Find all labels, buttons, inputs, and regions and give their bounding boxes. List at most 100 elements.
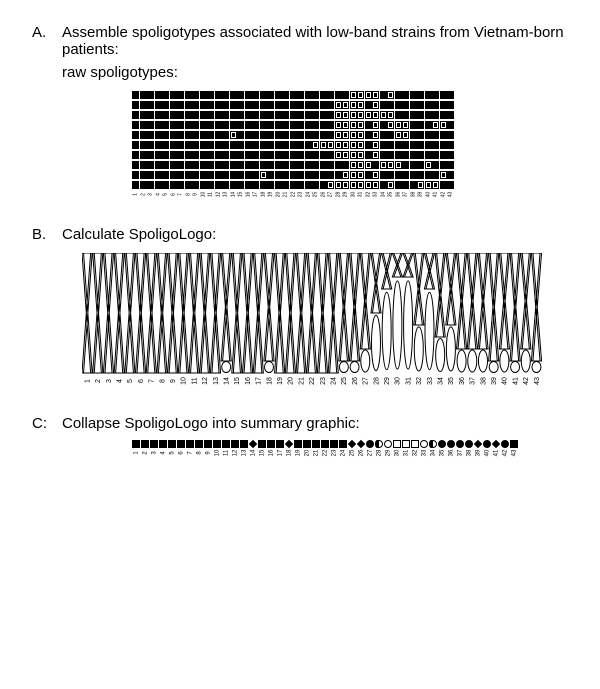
- spoligotype-cell: [372, 171, 379, 179]
- axis-tick-label: 9: [206, 449, 212, 458]
- spoligotype-cell: [290, 141, 297, 149]
- axis-tick-label: 6: [138, 379, 145, 383]
- axis-tick-label: 32: [416, 377, 423, 385]
- axis-tick-label: 37: [470, 377, 477, 385]
- spoligotype-cell: [290, 101, 297, 109]
- spoligotype-cell: [395, 101, 402, 109]
- spoligotype-cell: [350, 181, 357, 189]
- spoligotype-cell: [215, 101, 222, 109]
- logo-x-glyph: [435, 253, 445, 337]
- axis-tick-label: 18: [266, 377, 273, 385]
- spoligotype-cell: [282, 131, 289, 139]
- spoligotype-cell: [200, 111, 207, 119]
- spoligotype-cell: [335, 111, 342, 119]
- spoligotype-cell: [155, 161, 162, 169]
- spoligotype-cell: [170, 141, 177, 149]
- spoligotype-cell: [312, 171, 319, 179]
- axis-tick-label: 42: [440, 191, 447, 199]
- spoligotype-cell: [192, 151, 199, 159]
- spoligotype-cell: [132, 161, 139, 169]
- summary-symbol-fcirc: [447, 440, 455, 448]
- spoligotype-cell: [275, 181, 282, 189]
- spoligotype-cell: [267, 111, 274, 119]
- spoligotype-cell: [267, 121, 274, 129]
- spoligotype-cell: [275, 121, 282, 129]
- axis-tick-label: 33: [422, 449, 428, 458]
- axis-tick-label: 8: [197, 449, 203, 458]
- spoligotype-cell: [402, 151, 409, 159]
- spoligotype-cell: [207, 131, 214, 139]
- logo-x-glyph: [328, 253, 338, 373]
- spoligotype-cell: [425, 161, 432, 169]
- spoligotype-cell: [447, 121, 454, 129]
- logo-o-glyph: [404, 281, 413, 369]
- spoligotype-cell: [245, 131, 252, 139]
- spoligotype-cell: [312, 101, 319, 109]
- axis-tick-label: 40: [425, 191, 432, 199]
- axis-tick-label: 25: [312, 191, 319, 199]
- axis-tick-label: 23: [332, 449, 338, 458]
- spoligotype-cell: [335, 91, 342, 99]
- summary-symbol-fsq: [231, 440, 239, 448]
- spoligotype-cell: [305, 161, 312, 169]
- spoligotype-cell: [380, 91, 387, 99]
- spoligotype-cell: [215, 151, 222, 159]
- spoligotype-cell: [312, 161, 319, 169]
- spoligotype-cell: [140, 121, 147, 129]
- spoligotype-cell: [365, 131, 372, 139]
- summary-symbol-half: [429, 440, 437, 448]
- spoligotype-cell: [447, 131, 454, 139]
- logo-x-glyph: [253, 253, 263, 373]
- spoligotype-cell: [410, 151, 417, 159]
- summary-symbol-fsq: [141, 440, 149, 448]
- spoligotype-cell: [282, 151, 289, 159]
- spoligotype-cell: [312, 181, 319, 189]
- logo-x-glyph: [232, 253, 242, 373]
- spoligotype-cell: [245, 121, 252, 129]
- spoligotype-cell: [275, 151, 282, 159]
- axis-tick-label: 11: [191, 377, 198, 384]
- spoligotype-cell: [297, 131, 304, 139]
- axis-tick-label: 24: [341, 449, 347, 458]
- summary-symbol-fsq: [159, 440, 167, 448]
- spoligotype-cell: [185, 131, 192, 139]
- spoligotype-cell: [320, 101, 327, 109]
- spoligotype-cell: [252, 161, 259, 169]
- spoligotype-cell: [140, 111, 147, 119]
- spoligotype-cell: [185, 91, 192, 99]
- axis-tick-label: 15: [260, 449, 266, 458]
- spoligotype-cell: [357, 101, 364, 109]
- axis-tick-label: 33: [372, 191, 379, 199]
- spoligotype-axis-labels: 1234567891011121314151617181920212223242…: [132, 191, 568, 198]
- axis-tick-label: 8: [185, 191, 192, 199]
- spoligotype-cell: [237, 181, 244, 189]
- spoligotype-cell: [192, 131, 199, 139]
- spoligotype-cell: [162, 161, 169, 169]
- axis-tick-label: 13: [222, 191, 229, 199]
- spoligotype-cell: [170, 101, 177, 109]
- logo-x-glyph: [307, 253, 317, 373]
- summary-symbol-diamond: [285, 440, 293, 448]
- spoligotype-cell: [335, 161, 342, 169]
- spoligotype-cell: [297, 91, 304, 99]
- spoligotype-cell: [267, 131, 274, 139]
- summary-axis-labels: 1234567891011121314151617181920212223242…: [132, 450, 568, 456]
- spoligotype-cell: [252, 91, 259, 99]
- spoligotype-cell: [162, 111, 169, 119]
- logo-x-glyph: [103, 253, 113, 373]
- spoligotype-cell: [320, 141, 327, 149]
- spoligotype-cell: [305, 141, 312, 149]
- spoligologo-svg: 1234567891011121314151617181920212223242…: [82, 253, 542, 387]
- spoligotype-cell: [380, 111, 387, 119]
- spoligotype-cell: [252, 151, 259, 159]
- spoligotype-cell: [365, 101, 372, 109]
- axis-tick-label: 42: [523, 377, 530, 385]
- spoligotype-cell: [222, 91, 229, 99]
- axis-tick-label: 27: [327, 191, 334, 199]
- spoligotype-cell: [297, 171, 304, 179]
- spoligotype-cell: [177, 111, 184, 119]
- axis-tick-label: 3: [147, 191, 154, 199]
- logo-x-glyph: [275, 253, 285, 373]
- spoligotype-cell: [395, 141, 402, 149]
- axis-tick-label: 21: [282, 191, 289, 199]
